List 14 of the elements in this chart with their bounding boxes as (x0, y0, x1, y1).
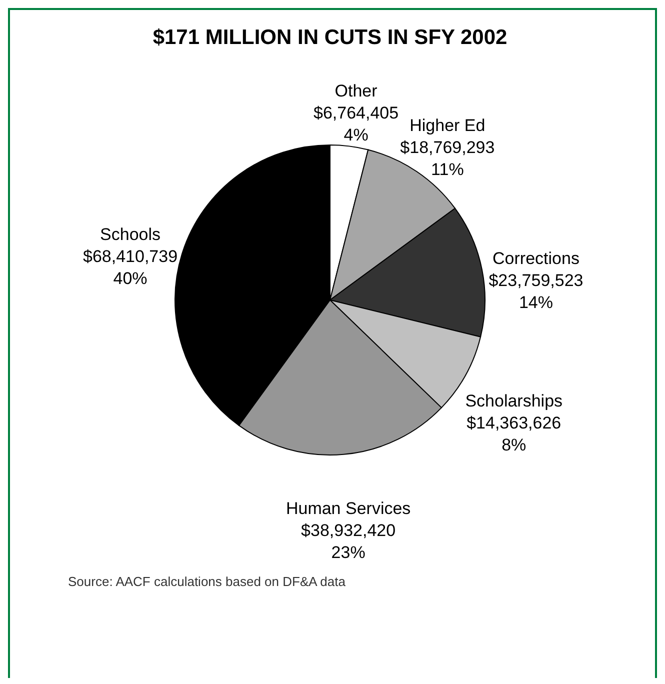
slice-label: Scholarships (465, 391, 563, 410)
data-label: $6,764,405 4% (313, 104, 399, 145)
chart-title: $171 MILLION IN CUTS IN SFY 2002 (152, 26, 508, 49)
slice-label: Human Services (286, 499, 411, 518)
slice-label: Higher Ed (410, 116, 486, 135)
slice-label: Other (334, 82, 378, 101)
source-note: Source: AACF calculations based on DF&A data (68, 574, 346, 589)
data-label: $14,363,626 8% (466, 413, 562, 454)
data-label: $38,932,420 23% (301, 521, 396, 562)
slice-label: Corrections (492, 249, 580, 268)
data-label: $18,769,293 11% (400, 138, 495, 179)
data-label: $23,759,523 14% (488, 271, 584, 312)
data-label: $68,410,739 40% (82, 247, 178, 288)
slice-label: Schools (100, 225, 161, 244)
